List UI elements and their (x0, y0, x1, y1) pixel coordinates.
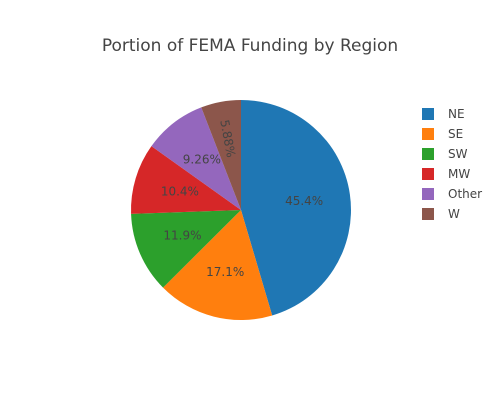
legend-swatch-mw (422, 168, 434, 180)
slice-label-w: 5.88% (217, 119, 238, 159)
legend-label-ne: NE (448, 107, 465, 121)
legend-item-other[interactable]: Other (422, 187, 482, 201)
legend-label-se: SE (448, 127, 463, 141)
legend-swatch-other (422, 188, 434, 200)
pie-slice-sw[interactable] (131, 210, 241, 288)
slice-label-mw: 10.4% (161, 185, 199, 199)
pie-slice-other[interactable] (151, 107, 241, 210)
pie-slices (131, 100, 351, 320)
pie-slice-se[interactable] (163, 210, 273, 320)
legend-swatch-sw (422, 148, 434, 160)
legend-swatch-ne (422, 108, 434, 120)
slice-label-sw: 11.9% (163, 228, 201, 242)
legend-label-mw: MW (448, 167, 470, 181)
slice-label-se: 17.1% (206, 265, 244, 279)
legend-label-sw: SW (448, 147, 468, 161)
chart-title: Portion of FEMA Funding by Region (102, 36, 398, 56)
legend-label-other: Other (448, 187, 482, 201)
slice-label-ne: 45.4% (285, 194, 323, 208)
pie-slice-mw[interactable] (131, 146, 241, 214)
pie-slice-ne[interactable] (241, 100, 351, 316)
legend-item-mw[interactable]: MW (422, 167, 470, 181)
legend-swatch-se (422, 128, 434, 140)
legend: NE SE SW MW Other W (422, 107, 482, 221)
legend-item-w[interactable]: W (422, 207, 460, 221)
legend-item-sw[interactable]: SW (422, 147, 468, 161)
slice-labels: 45.4% 17.1% 11.9% 10.4% 9.26%5.88% (161, 119, 323, 279)
legend-item-ne[interactable]: NE (422, 107, 465, 121)
legend-swatch-w (422, 208, 434, 220)
slice-label-other: 9.26% (183, 153, 221, 167)
pie-slice-w[interactable] (201, 100, 241, 210)
legend-item-se[interactable]: SE (422, 127, 463, 141)
legend-label-w: W (448, 207, 460, 221)
